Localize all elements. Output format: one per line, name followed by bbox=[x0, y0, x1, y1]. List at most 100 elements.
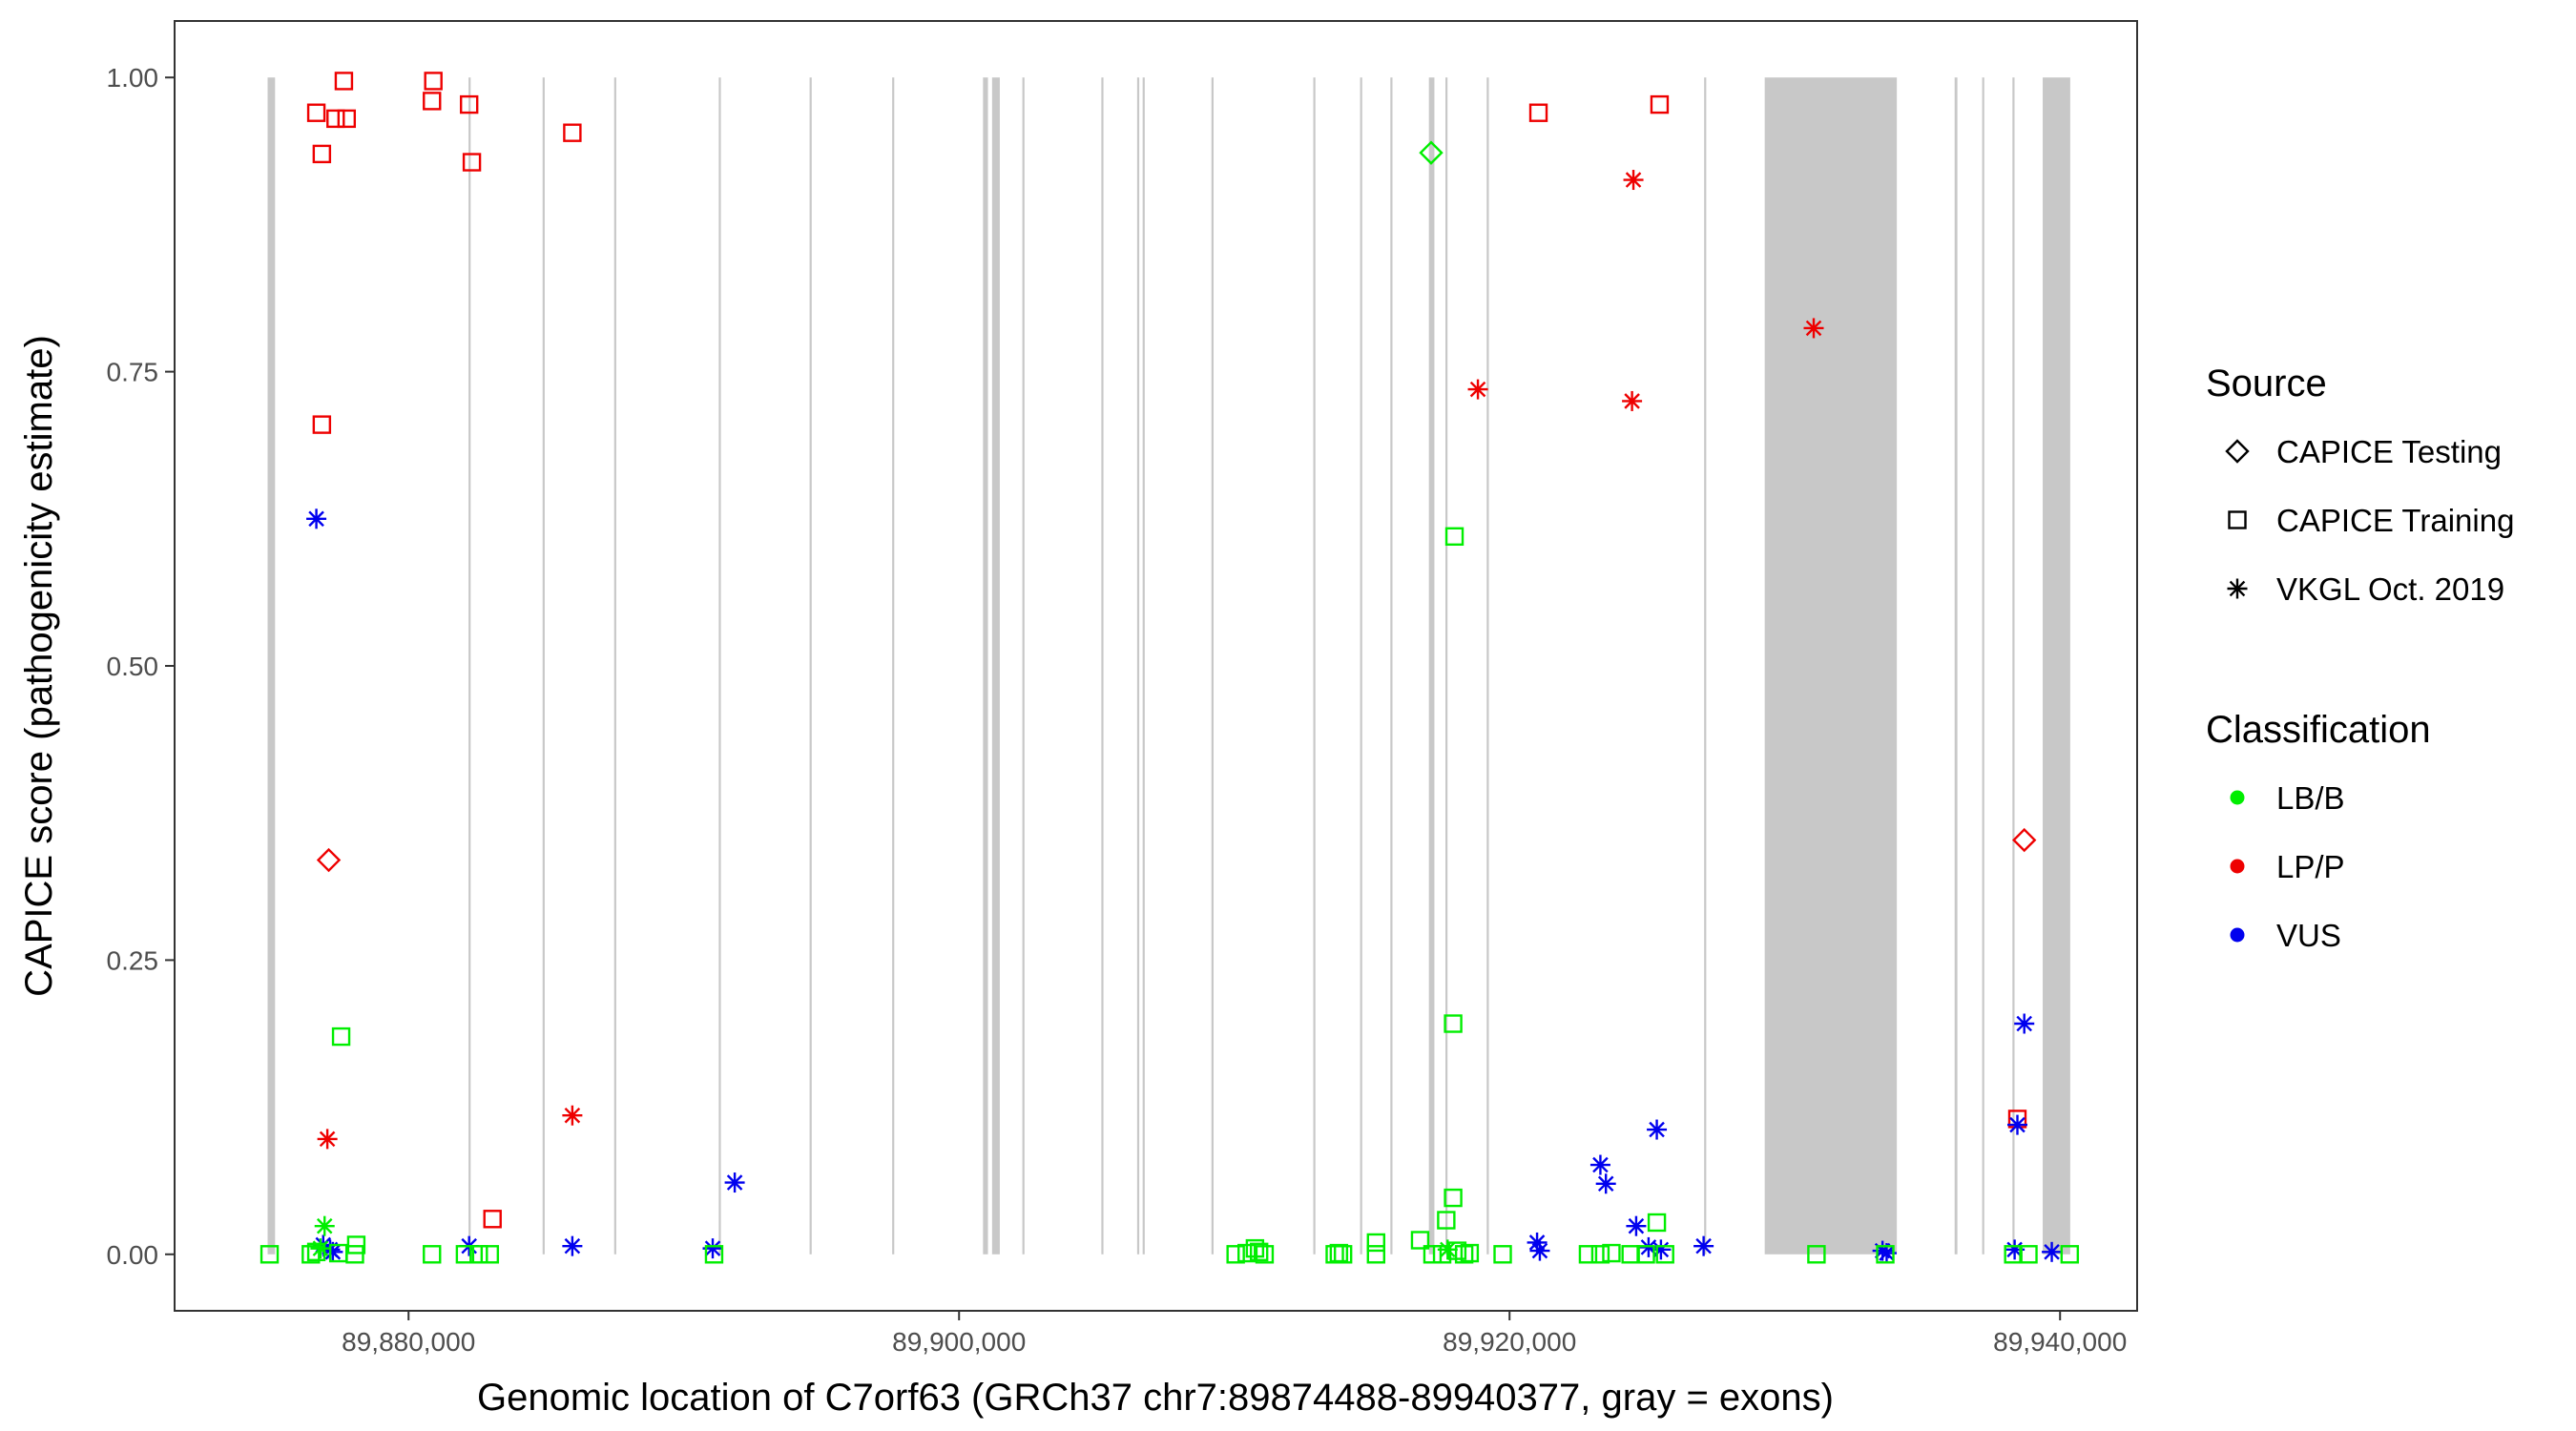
legend-label-testing: CAPICE Testing bbox=[2276, 434, 2502, 469]
exon-band-20 bbox=[1704, 77, 1707, 1255]
exon-band-17 bbox=[1428, 77, 1435, 1255]
data-point-76 bbox=[1444, 527, 1465, 547]
data-point-16 bbox=[2012, 827, 2037, 853]
data-point-18 bbox=[562, 1105, 583, 1126]
data-point-56 bbox=[455, 1245, 475, 1264]
legend-source-title: Source bbox=[2206, 363, 2327, 404]
data-point-44 bbox=[2014, 1013, 2035, 1034]
y-axis-title: CAPICE score (pathogenicity estimate) bbox=[18, 335, 60, 997]
y-tick-label-0: 0.00 bbox=[107, 1240, 159, 1270]
exon-band-14 bbox=[1313, 77, 1316, 1255]
x-axis-title: Genomic location of C7orf63 (GRCh37 chr7… bbox=[477, 1377, 1834, 1419]
legend-key-training bbox=[2228, 510, 2247, 529]
exon-band-25 bbox=[2043, 77, 2070, 1255]
exon-band-12 bbox=[1142, 77, 1145, 1255]
data-point-51 bbox=[306, 1242, 326, 1262]
exon-band-16 bbox=[1390, 77, 1393, 1255]
x-tick-label-2: 89,920,000 bbox=[1443, 1327, 1576, 1357]
data-point-60 bbox=[1226, 1245, 1245, 1264]
exon-band-21 bbox=[1764, 77, 1898, 1255]
data-point-70 bbox=[1410, 1231, 1430, 1250]
data-point-71 bbox=[1423, 1245, 1443, 1264]
data-point-12 bbox=[483, 1210, 502, 1229]
legend: Source Classification CAPICE Testing CAPI… bbox=[2206, 363, 2514, 953]
data-point-62 bbox=[1245, 1238, 1265, 1258]
data-point-35 bbox=[1626, 1215, 1647, 1236]
legend-key-lp-p bbox=[2230, 859, 2245, 874]
data-point-48 bbox=[331, 1027, 351, 1047]
data-point-21 bbox=[1622, 390, 1643, 411]
exon-band-24 bbox=[2012, 77, 2015, 1255]
data-point-19 bbox=[1467, 379, 1488, 400]
data-point-11 bbox=[316, 847, 342, 873]
legend-label-training: CAPICE Training bbox=[2276, 503, 2514, 538]
data-point-72 bbox=[1419, 140, 1444, 165]
exon-band-10 bbox=[1101, 77, 1104, 1255]
x-tick-label-3: 89,940,000 bbox=[1993, 1327, 2127, 1357]
data-point-10 bbox=[312, 415, 332, 434]
y-tick-label-4: 1.00 bbox=[107, 63, 159, 93]
data-point-82 bbox=[1437, 1239, 1458, 1260]
data-point-58 bbox=[480, 1245, 500, 1264]
data-point-83 bbox=[1578, 1245, 1598, 1264]
data-point-4 bbox=[312, 144, 332, 164]
data-point-80 bbox=[1460, 1243, 1480, 1263]
legend-label-vus: VUS bbox=[2276, 918, 2341, 953]
legend-label-vkgl: VKGL Oct. 2019 bbox=[2276, 571, 2504, 607]
data-point-1 bbox=[334, 72, 354, 91]
legend-key-vus bbox=[2230, 927, 2245, 943]
exon-band-23 bbox=[1982, 77, 1984, 1255]
data-point-49 bbox=[260, 1245, 280, 1264]
data-point-31 bbox=[1527, 1232, 1548, 1253]
exon-band-5 bbox=[809, 77, 812, 1255]
data-point-33 bbox=[1589, 1154, 1610, 1175]
data-point-50 bbox=[301, 1245, 321, 1264]
exon-band-2 bbox=[542, 77, 545, 1255]
data-point-68 bbox=[1366, 1233, 1385, 1253]
data-point-5 bbox=[424, 72, 443, 91]
data-point-29 bbox=[702, 1238, 723, 1259]
data-point-46 bbox=[314, 1215, 335, 1236]
legend-label-lb-b: LB/B bbox=[2276, 780, 2345, 816]
data-point-77 bbox=[1444, 1014, 1463, 1033]
data-point-38 bbox=[1647, 1119, 1668, 1140]
y-tick-label-1: 0.25 bbox=[107, 945, 159, 975]
data-point-26 bbox=[322, 1241, 343, 1262]
data-point-53 bbox=[345, 1245, 364, 1264]
exon-band-3 bbox=[613, 77, 616, 1255]
data-point-79 bbox=[1454, 1245, 1474, 1264]
legend-key-testing bbox=[2225, 439, 2250, 464]
x-tick-label-0: 89,880,000 bbox=[342, 1327, 475, 1357]
data-point-66 bbox=[1329, 1243, 1349, 1263]
data-point-74 bbox=[1437, 1211, 1456, 1230]
axes: 89,880,000 89,900,000 89,920,000 89,940,000… bbox=[107, 63, 2128, 1357]
data-point-3 bbox=[337, 109, 357, 129]
data-point-54 bbox=[346, 1235, 366, 1255]
data-point-30 bbox=[724, 1172, 745, 1193]
legend-classification-title: Classification bbox=[2206, 709, 2431, 751]
exon-band-11 bbox=[1136, 77, 1140, 1255]
data-point-7 bbox=[459, 94, 479, 114]
exon-band-8 bbox=[991, 77, 1000, 1255]
exon-band-18 bbox=[1445, 77, 1448, 1255]
data-point-89 bbox=[1655, 1245, 1674, 1264]
data-point-81 bbox=[1493, 1245, 1512, 1264]
data-point-34 bbox=[1595, 1173, 1616, 1194]
data-point-32 bbox=[1529, 1240, 1550, 1261]
exon-band-22 bbox=[1954, 77, 1958, 1255]
data-point-47 bbox=[310, 1238, 331, 1259]
data-point-93 bbox=[2019, 1245, 2038, 1264]
data-point-17 bbox=[317, 1129, 338, 1150]
exon-band-6 bbox=[892, 77, 895, 1255]
exon-band-15 bbox=[1360, 77, 1362, 1255]
data-point-14 bbox=[1650, 94, 1670, 114]
data-point-67 bbox=[1333, 1245, 1353, 1264]
data-point-9 bbox=[563, 123, 582, 142]
data-point-0 bbox=[306, 103, 326, 122]
data-point-28 bbox=[562, 1235, 583, 1256]
data-point-2 bbox=[326, 109, 345, 129]
exon-band-0 bbox=[267, 77, 276, 1255]
legend-label-lp-p: LP/P bbox=[2276, 849, 2345, 884]
y-tick-label-2: 0.50 bbox=[107, 652, 159, 681]
data-point-63 bbox=[1249, 1242, 1269, 1262]
